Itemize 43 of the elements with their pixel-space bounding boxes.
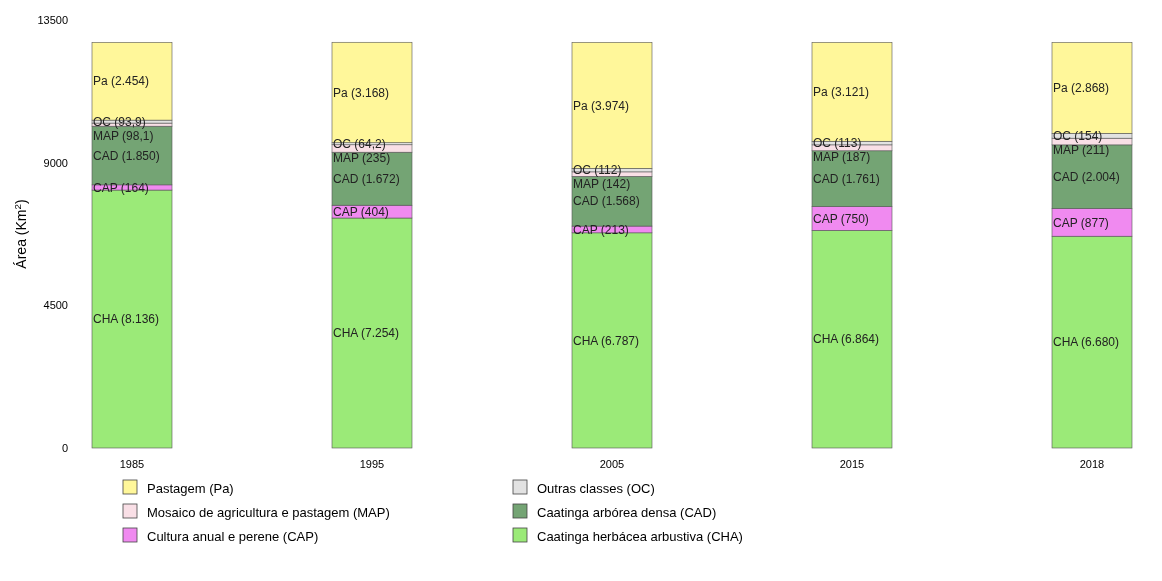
x-tick-label: 2015 xyxy=(839,458,865,470)
data-label: Pa (3.168) xyxy=(333,85,390,100)
x-tick-label: 1985 xyxy=(119,458,145,470)
data-label: CAP (750) xyxy=(813,211,869,226)
data-label: CHA (6.864) xyxy=(813,332,880,347)
data-label: CAD (2.004) xyxy=(1053,169,1120,184)
data-label: CAD (1.568) xyxy=(573,194,640,209)
data-label: Pa (3.974) xyxy=(573,98,630,113)
legend-label: Outras classes (OC) xyxy=(537,480,655,496)
data-label: CAP (213) xyxy=(573,222,629,237)
legend-label: Pastagem (Pa) xyxy=(147,480,234,496)
x-tick-label: 1995 xyxy=(359,458,385,470)
data-label: MAP (187) xyxy=(813,150,871,165)
y-tick-label: 9000 xyxy=(43,156,68,169)
data-label: MAP (142) xyxy=(573,177,631,192)
data-label: OC (113) xyxy=(813,136,862,151)
data-label: Pa (2.868) xyxy=(1053,81,1110,96)
data-label: CHA (6.787) xyxy=(573,333,640,348)
data-label: CAP (404) xyxy=(333,204,389,219)
data-label: OC (64,2) xyxy=(333,136,386,151)
legend-label: Caatinga arbórea densa (CAD) xyxy=(537,504,717,520)
data-label: CAD (1.672) xyxy=(333,171,400,186)
data-label: Pa (3.121) xyxy=(813,84,870,99)
y-tick-label: 4500 xyxy=(43,299,68,312)
data-label: CAD (1.850) xyxy=(93,148,160,163)
data-label: CAP (877) xyxy=(1053,215,1109,230)
y-tick-label: 0 xyxy=(61,441,68,454)
data-label: CHA (8.136) xyxy=(93,312,160,327)
data-label: OC (112) xyxy=(573,163,622,178)
data-label: MAP (235) xyxy=(333,150,391,165)
x-tick-label: 2005 xyxy=(599,458,625,470)
data-label: CAD (1.761) xyxy=(813,171,880,186)
data-label: OC (93,9) xyxy=(93,114,146,129)
x-tick-label: 2018 xyxy=(1079,458,1105,470)
data-label: CHA (7.254) xyxy=(333,326,400,341)
data-label: MAP (211) xyxy=(1053,142,1110,157)
legend-label: Mosaico de agricultura e pastagem (MAP) xyxy=(147,504,390,520)
legend-label: Caatinga herbácea arbustiva (CHA) xyxy=(537,528,743,544)
data-label: CHA (6.680) xyxy=(1053,335,1120,350)
y-tick-label: 13500 xyxy=(37,13,68,26)
data-label: MAP (98,1) xyxy=(93,128,154,143)
legend-label: Cultura anual e perene (CAP) xyxy=(147,528,319,544)
data-label: Pa (2.454) xyxy=(93,74,150,89)
